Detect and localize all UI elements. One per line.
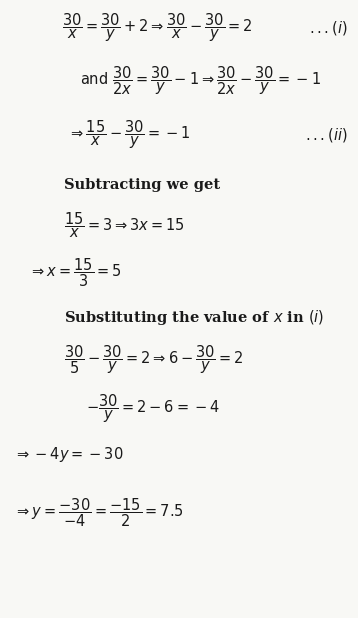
Text: $\Rightarrow \dfrac{15}{x} - \dfrac{30}{y} = -1$: $\Rightarrow \dfrac{15}{x} - \dfrac{30}{… [68,119,190,151]
Text: Substituting the value of $x$ in $(i)$: Substituting the value of $x$ in $(i)$ [64,308,325,326]
Text: $\dfrac{30}{5} - \dfrac{30}{y} = 2 \Rightarrow 6 - \dfrac{30}{y} = 2$: $\dfrac{30}{5} - \dfrac{30}{y} = 2 \Righ… [64,344,244,376]
Text: $-\dfrac{30}{y} = 2 - 6 = -4$: $-\dfrac{30}{y} = 2 - 6 = -4$ [86,393,219,425]
Text: $\mathit{...({i})}$: $\mathit{...({i})}$ [309,19,347,37]
Text: $\Rightarrow y = \dfrac{-30}{-4} = \dfrac{-15}{2} = 7.5$: $\Rightarrow y = \dfrac{-30}{-4} = \dfra… [14,497,184,529]
Text: $\mathit{...({ii})}$: $\mathit{...({ii})}$ [305,125,347,144]
Text: $\dfrac{15}{x} = 3 \Rightarrow 3x = 15$: $\dfrac{15}{x} = 3 \Rightarrow 3x = 15$ [64,211,185,240]
Text: $\Rightarrow -4y = -30$: $\Rightarrow -4y = -30$ [14,445,124,464]
Text: $\Rightarrow x = \dfrac{15}{3} = 5$: $\Rightarrow x = \dfrac{15}{3} = 5$ [29,257,122,289]
Text: Subtracting we get: Subtracting we get [64,179,221,192]
Text: $\dfrac{30}{x} = \dfrac{30}{y} + 2 \Rightarrow \dfrac{30}{x} - \dfrac{30}{y} = 2: $\dfrac{30}{x} = \dfrac{30}{y} + 2 \Righ… [62,12,253,44]
Text: $\mathrm{and}\ \dfrac{30}{2x} = \dfrac{30}{y} - 1 \Rightarrow \dfrac{30}{2x} - \: $\mathrm{and}\ \dfrac{30}{2x} = \dfrac{3… [80,64,321,96]
